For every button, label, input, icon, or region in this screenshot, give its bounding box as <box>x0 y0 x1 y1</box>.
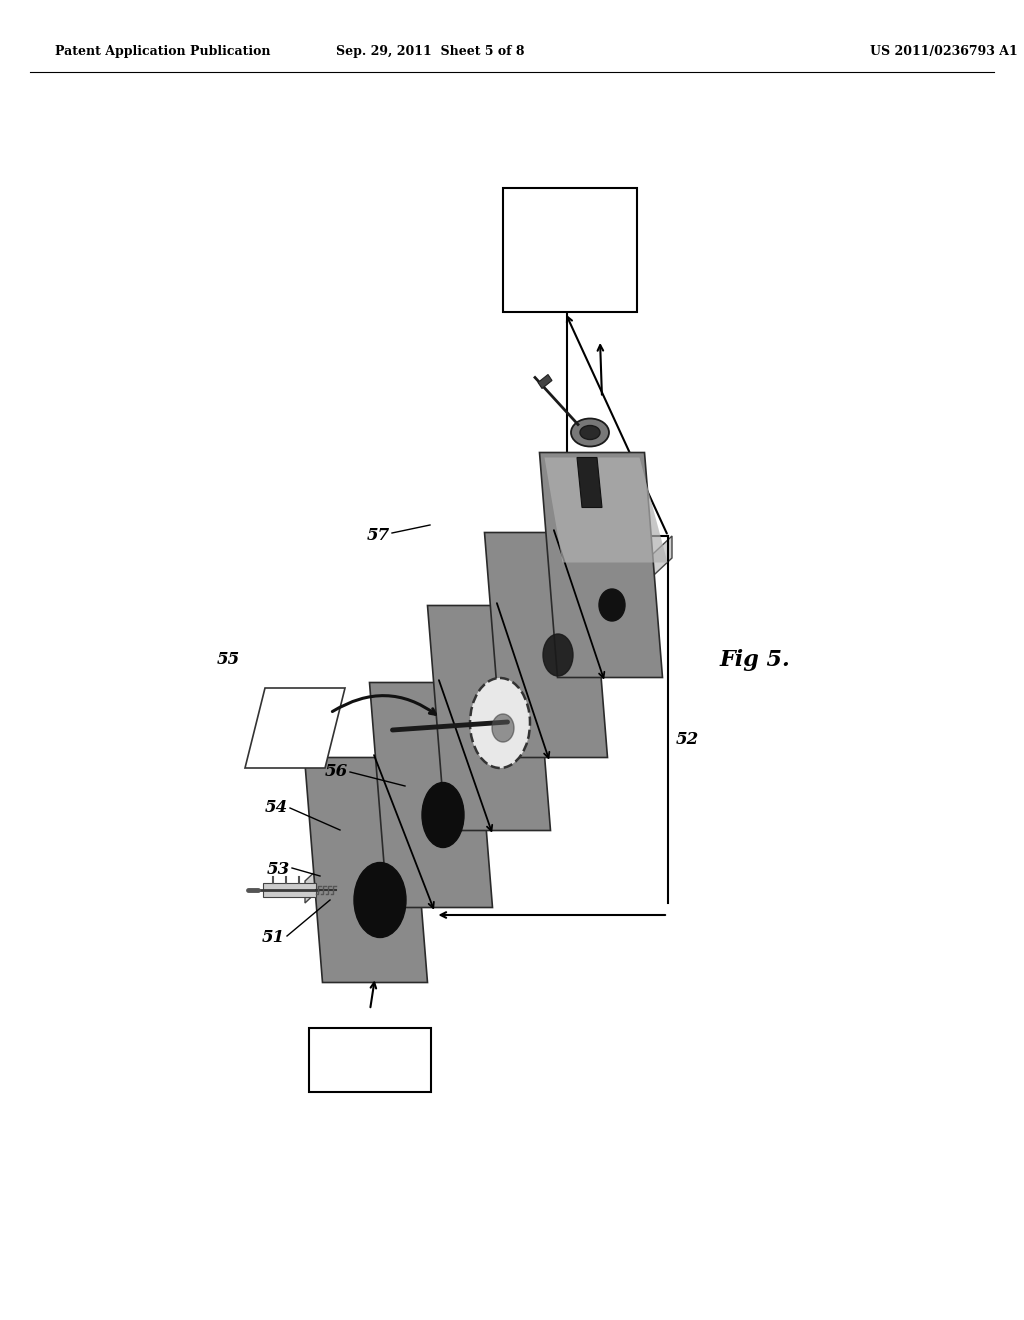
Text: 53: 53 <box>266 862 290 879</box>
Text: Ink
Preparation: Ink Preparation <box>324 1045 417 1074</box>
Polygon shape <box>538 375 552 388</box>
Text: 55: 55 <box>217 652 240 668</box>
Text: Sep. 29, 2011  Sheet 5 of 8: Sep. 29, 2011 Sheet 5 of 8 <box>336 45 524 58</box>
Polygon shape <box>370 682 493 908</box>
FancyBboxPatch shape <box>309 1028 431 1092</box>
Polygon shape <box>484 532 607 758</box>
Polygon shape <box>545 458 668 562</box>
Text: 52: 52 <box>676 731 699 748</box>
Ellipse shape <box>543 634 573 676</box>
Polygon shape <box>305 536 672 903</box>
Ellipse shape <box>599 589 625 620</box>
Text: Patent Application Publication: Patent Application Publication <box>55 45 270 58</box>
Text: 56: 56 <box>325 763 348 780</box>
Polygon shape <box>304 758 427 982</box>
Ellipse shape <box>422 783 464 847</box>
Text: 57: 57 <box>367 527 390 544</box>
Polygon shape <box>577 458 602 507</box>
Text: Remove
solid
electrolyte
from
polymer film: Remove solid electrolyte from polymer fi… <box>529 214 610 286</box>
Ellipse shape <box>580 425 600 440</box>
Ellipse shape <box>492 714 514 742</box>
Ellipse shape <box>571 418 609 446</box>
Polygon shape <box>540 453 663 677</box>
Polygon shape <box>427 606 551 830</box>
Polygon shape <box>262 883 315 898</box>
Text: 54: 54 <box>265 800 288 817</box>
FancyBboxPatch shape <box>503 187 637 312</box>
Text: Fig 5.: Fig 5. <box>720 649 791 671</box>
Polygon shape <box>245 688 345 768</box>
Text: US 2011/0236793 A1: US 2011/0236793 A1 <box>870 45 1018 58</box>
Ellipse shape <box>470 678 530 768</box>
Ellipse shape <box>354 862 406 937</box>
Text: 51: 51 <box>262 929 285 946</box>
